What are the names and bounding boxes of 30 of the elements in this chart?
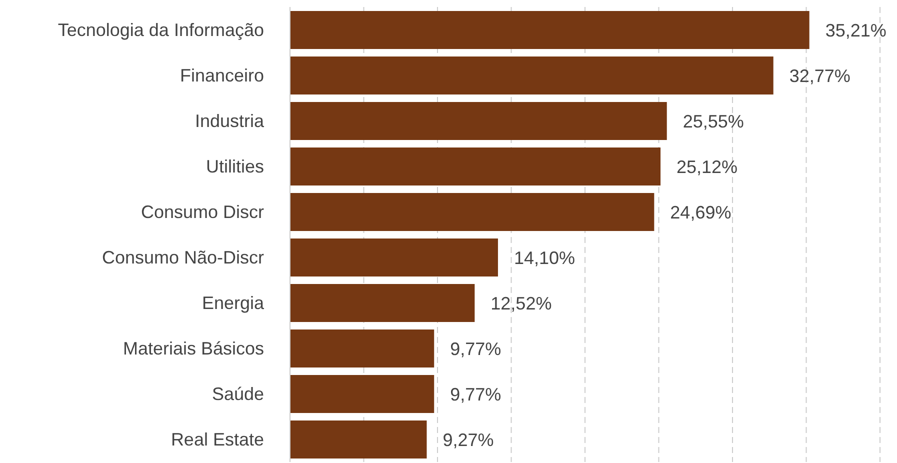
data-label: 14,10% <box>514 248 576 268</box>
y-tick-label: Real Estate <box>170 430 264 450</box>
y-tick-label: Materiais Básicos <box>122 338 264 359</box>
bar <box>290 11 810 49</box>
bar <box>290 238 498 276</box>
y-tick-label: Saúde <box>212 384 264 404</box>
y-tick-label: Financeiro <box>180 66 264 86</box>
y-tick-label: Utilities <box>206 156 264 177</box>
data-label: 9,77% <box>450 384 502 404</box>
y-tick-label: Tecnologia da Informação <box>58 20 264 40</box>
data-label: 12,52% <box>490 293 552 314</box>
bar <box>290 193 654 231</box>
bar <box>290 102 667 140</box>
bar <box>290 284 475 322</box>
bar <box>290 330 434 368</box>
data-label: 32,77% <box>789 66 850 86</box>
data-label: 9,77% <box>450 338 502 359</box>
y-tick-label: Industria <box>194 111 265 132</box>
y-tick-label: Consumo Não-Discr <box>102 248 264 268</box>
data-label: 9,27% <box>442 430 494 450</box>
bar <box>290 375 434 413</box>
y-tick-label: Energia <box>202 293 265 314</box>
bar <box>290 420 427 458</box>
data-label: 25,55% <box>682 111 744 132</box>
data-label: 24,69% <box>670 202 732 222</box>
y-tick-label: Consumo Discr <box>140 202 264 222</box>
data-label: 25,12% <box>676 156 738 177</box>
bar <box>290 148 661 186</box>
data-label: 35,21% <box>825 20 886 40</box>
bar <box>290 56 774 94</box>
